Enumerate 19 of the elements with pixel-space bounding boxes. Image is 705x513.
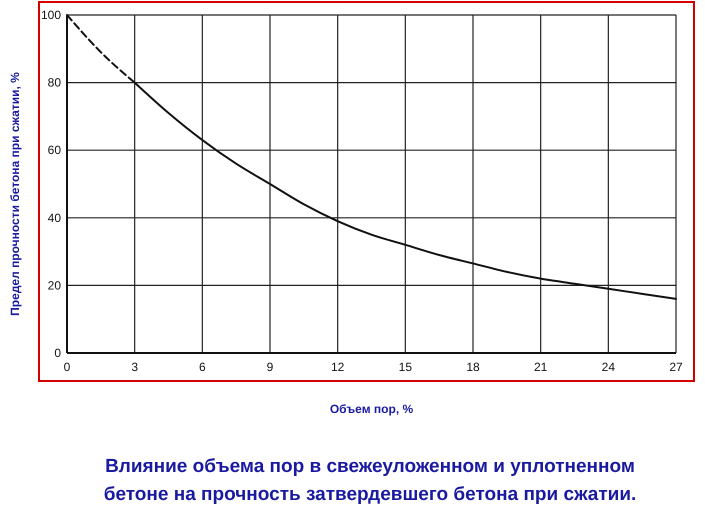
x-tick-label: 12 xyxy=(330,360,345,374)
y-tick-label: 100 xyxy=(40,8,62,22)
y-tick-label: 20 xyxy=(48,278,62,292)
y-tick-label: 0 xyxy=(54,346,62,360)
y-axis-title: Предел прочности бетона при сжатии, % xyxy=(8,72,22,316)
x-tick-label: 6 xyxy=(198,360,206,374)
x-tick-label: 15 xyxy=(398,360,412,374)
x-tick-label: 18 xyxy=(466,360,480,374)
text: Влияние объема пор в свежеуложенном и уплотненном бетоне на прочность затвердевшего бетона при сжатии. xyxy=(104,456,636,505)
x-tick-label: 27 xyxy=(669,360,683,374)
x-tick-label: 3 xyxy=(131,360,138,374)
x-tick-label: 24 xyxy=(602,360,616,374)
x-axis-title: Объем пор, % xyxy=(330,402,414,416)
y-tick-label: 60 xyxy=(48,143,62,158)
x-tick-label: 0 xyxy=(64,360,71,374)
y-tick-label: 40 xyxy=(48,210,62,225)
x-tick-label: 9 xyxy=(266,360,274,374)
y-tick-label: 80 xyxy=(48,76,62,90)
x-tick-label: 21 xyxy=(534,360,548,374)
